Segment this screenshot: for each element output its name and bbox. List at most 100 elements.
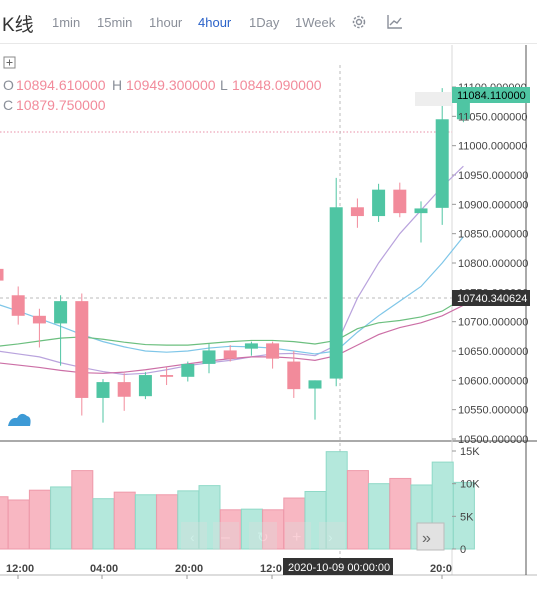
volume-bar xyxy=(134,494,157,550)
volume-bar xyxy=(0,496,9,550)
ohlc-high-value: 10949.300000 xyxy=(126,77,216,93)
crosshair-price-text: 10740.340624 xyxy=(457,293,527,305)
candle-body xyxy=(223,350,237,359)
timeframe-tab-1min[interactable]: 1min xyxy=(52,15,81,30)
price-axis-labels: 11100.00000011050.00000011000.0000001095… xyxy=(458,82,528,446)
candle-body xyxy=(96,382,110,398)
candle-body xyxy=(0,268,4,281)
double-chevron-right-icon: » xyxy=(422,530,431,547)
volume-bar xyxy=(7,499,30,550)
crosshair-price-badge: 10740.340624 xyxy=(452,290,530,306)
scroll-to-latest-button[interactable]: » xyxy=(416,522,445,551)
volume-bar xyxy=(452,481,475,550)
volume-bar xyxy=(368,483,391,550)
candle-body xyxy=(350,207,364,217)
price-gridlines xyxy=(452,86,456,440)
candle-body xyxy=(372,189,386,217)
tradingview-logo-icon xyxy=(8,413,31,426)
volume-bar xyxy=(156,494,179,550)
price-tick-label: 11000.000000 xyxy=(458,141,528,153)
candle-body xyxy=(266,343,280,359)
price-tick-label: 11050.000000 xyxy=(458,111,528,123)
candle-body xyxy=(160,375,174,377)
svg-text:›: › xyxy=(328,529,333,545)
candlesticks xyxy=(0,88,470,423)
time-tick-label: 12:00 xyxy=(6,563,34,575)
kline-chart-area[interactable]: 11100.00000011050.00000011000.0000001095… xyxy=(0,45,537,594)
volume-axis-labels: 15K 10K 5K 0 xyxy=(452,446,480,556)
candle-body xyxy=(75,301,89,398)
price-tick-label: 10800.000000 xyxy=(458,258,528,270)
candle-body xyxy=(138,375,152,397)
volume-bar xyxy=(28,489,51,550)
price-tick-label: 10550.000000 xyxy=(458,405,528,417)
volume-bar xyxy=(113,491,136,550)
candle-body xyxy=(11,295,25,316)
ohlc-legend: O 10894.610000 H 10949.300000 L 10848.09… xyxy=(3,77,322,113)
settings-gear-icon[interactable] xyxy=(350,13,368,31)
price-tick-label: 10850.000000 xyxy=(458,229,528,241)
crosshair-time-text: 2020-10-09 00:00:00 xyxy=(288,562,390,574)
ohlc-close-value: 10879.750000 xyxy=(16,97,106,113)
price-tick-label: 10900.000000 xyxy=(458,199,528,211)
volume-tick-label: 0 xyxy=(460,544,466,556)
candle-body xyxy=(244,343,258,349)
candle-body xyxy=(393,189,407,214)
moving-average-line xyxy=(0,304,464,374)
price-scale-control[interactable] xyxy=(415,92,451,106)
crosshair-time-badge: 2020-10-09 00:00:00 xyxy=(283,558,393,575)
volume-bar xyxy=(346,470,369,550)
volume-tick-label: 10K xyxy=(460,479,480,491)
time-tick-label: 20:0 xyxy=(430,563,452,575)
scroll-right-button[interactable] xyxy=(319,522,345,550)
moving-average-line xyxy=(0,297,464,347)
timeframe-tab-1week[interactable]: 1Week xyxy=(295,15,336,30)
volume-bar xyxy=(71,470,94,550)
chart-nav-controls: ‹ – ↻ + › xyxy=(181,522,345,550)
candle-body xyxy=(329,207,343,379)
volume-tick-label: 5K xyxy=(460,511,474,523)
time-tick-label: 04:00 xyxy=(90,563,118,575)
price-tick-label: 10500.000000 xyxy=(458,434,528,446)
ohlc-low-label: L xyxy=(220,77,228,93)
last-price-text: 11084.110000 xyxy=(457,90,526,102)
timeframe-tab-1hour[interactable]: 1hour xyxy=(149,15,183,30)
price-tick-label: 10700.000000 xyxy=(458,317,528,329)
scroll-left-button[interactable] xyxy=(181,522,207,550)
volume-bar xyxy=(92,498,115,550)
zoom-out-button[interactable] xyxy=(213,522,239,550)
volume-bar xyxy=(50,486,73,550)
volume-bars xyxy=(0,451,475,550)
price-tick-label: 10650.000000 xyxy=(458,346,528,358)
candle-body xyxy=(202,350,216,364)
candle-body xyxy=(54,301,68,324)
indicator-chart-icon[interactable] xyxy=(386,13,404,31)
candle-body xyxy=(181,363,195,377)
time-tick-label: 12:0 xyxy=(260,563,282,575)
ohlc-open-value: 10894.610000 xyxy=(16,77,106,93)
candle-body xyxy=(308,380,322,389)
time-tick-label: 20:00 xyxy=(175,563,203,575)
svg-text:+: + xyxy=(292,529,301,546)
timeframe-tab-15min[interactable]: 15min xyxy=(97,15,133,30)
price-tick-label: 10950.000000 xyxy=(458,170,528,182)
svg-text:↻: ↻ xyxy=(257,529,269,545)
legend-toggle-icon[interactable] xyxy=(3,56,16,69)
zoom-in-button[interactable] xyxy=(285,522,311,550)
ohlc-high-label: H xyxy=(112,77,122,93)
candle-body xyxy=(32,315,46,324)
candle-body xyxy=(435,119,449,208)
chart-title: K线 xyxy=(2,15,34,36)
timeframe-tab-1day[interactable]: 1Day xyxy=(249,15,280,30)
candle-body xyxy=(414,208,428,214)
chart-toolbar: K线 1min 15min 1hour 4hour 1Day 1Week xyxy=(0,0,537,44)
volume-bar xyxy=(389,477,412,550)
ohlc-low-value: 10848.090000 xyxy=(232,77,322,93)
ohlc-open-label: O xyxy=(3,77,14,93)
volume-tick-label: 15K xyxy=(460,446,480,458)
ohlc-close-label: C xyxy=(3,97,13,113)
reset-button[interactable] xyxy=(249,522,277,550)
svg-text:–: – xyxy=(221,529,230,546)
candle-body xyxy=(117,382,131,397)
timeframe-tab-4hour[interactable]: 4hour xyxy=(198,15,232,30)
